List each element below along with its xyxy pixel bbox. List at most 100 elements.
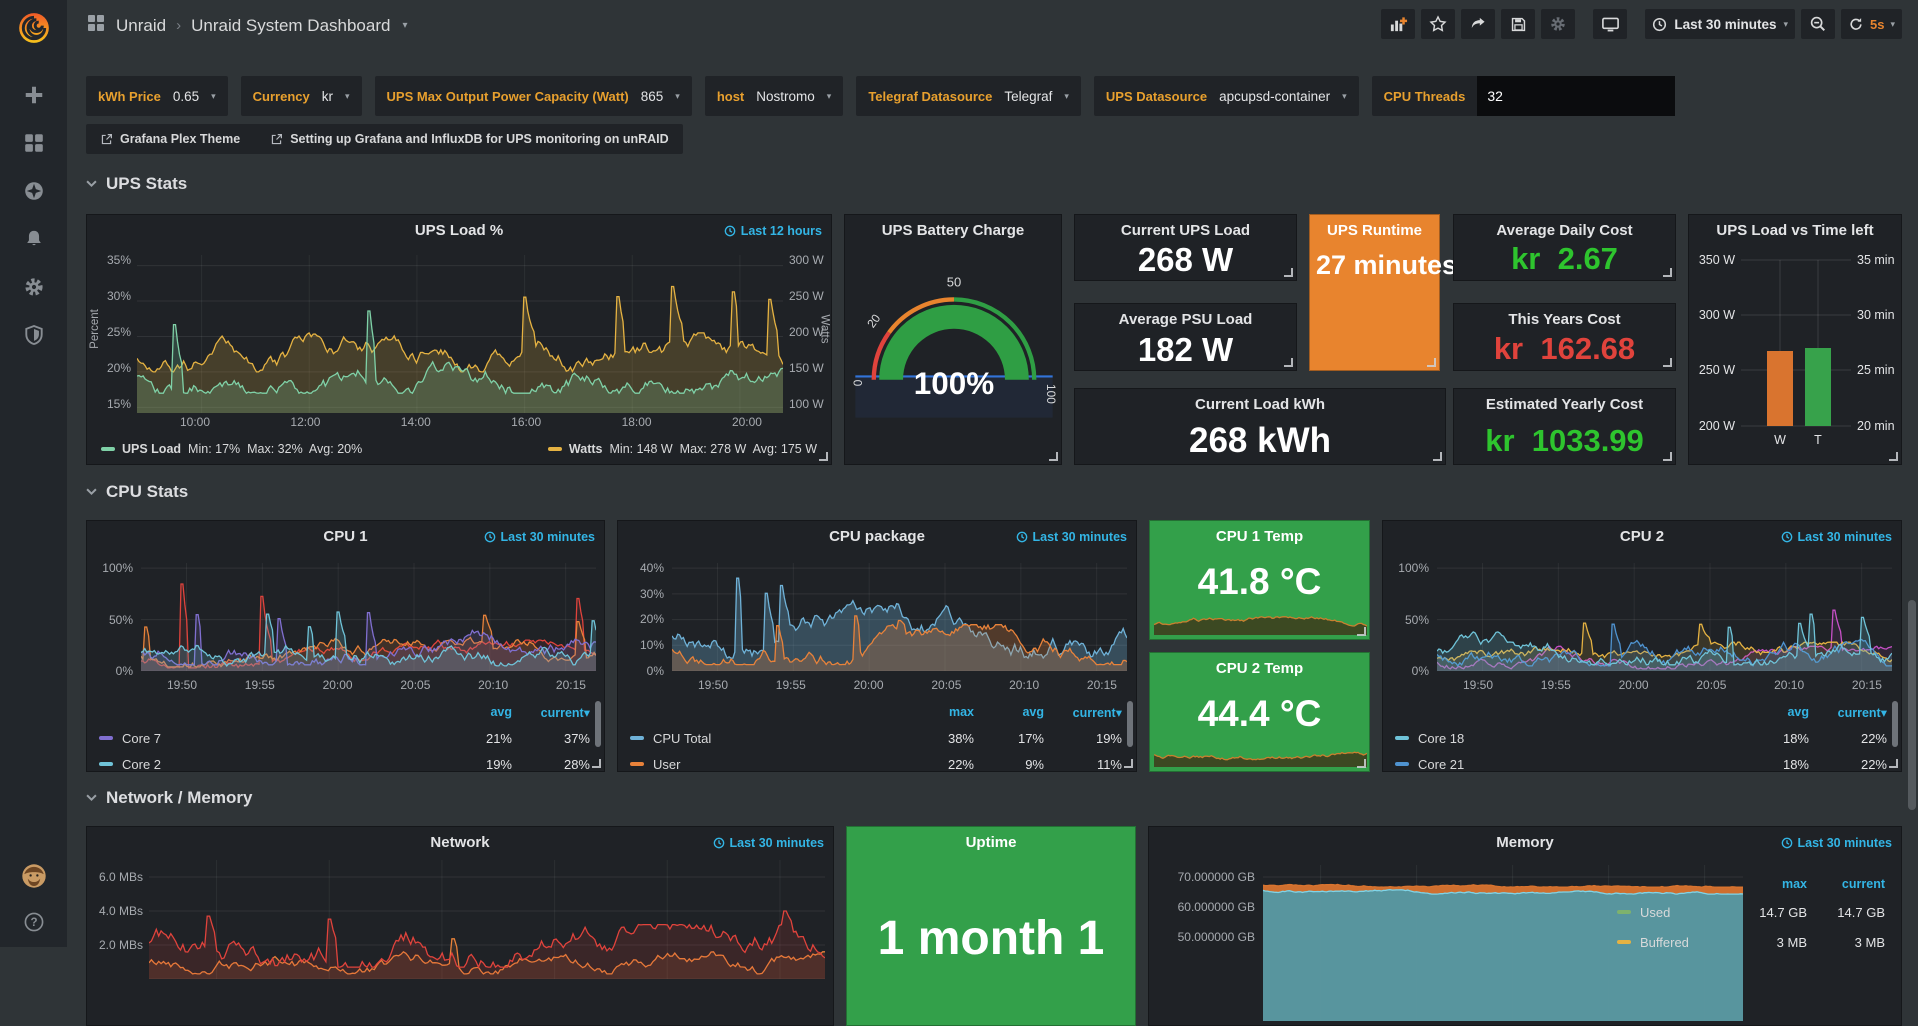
zoom-out-button[interactable] xyxy=(1801,9,1835,39)
breadcrumb-app[interactable]: Unraid xyxy=(116,15,167,35)
variable-value[interactable]: Nostromo xyxy=(756,88,815,104)
variable-value[interactable]: apcupsd-container xyxy=(1219,88,1331,104)
variable-ups-max-output[interactable]: UPS Max Output Power Capacity (Watt) 865… xyxy=(374,76,692,116)
cpu-threads-input[interactable] xyxy=(1477,76,1676,116)
user-avatar[interactable] xyxy=(21,863,47,889)
panel-resize-handle[interactable] xyxy=(1124,759,1133,768)
bar-watts[interactable] xyxy=(1767,351,1793,426)
variable-currency[interactable]: Currency kr ▾ xyxy=(240,76,362,116)
panel-resize-handle[interactable] xyxy=(819,452,828,461)
panel-title[interactable]: Network xyxy=(430,834,490,851)
panel-title[interactable]: UPS Battery Charge xyxy=(881,222,1025,239)
stat-title[interactable]: UPS Runtime xyxy=(1326,222,1422,239)
variable-value[interactable]: 865 xyxy=(640,88,664,104)
panel-time-range[interactable]: Last 30 minutes xyxy=(1016,530,1127,544)
stat-title[interactable]: Average PSU Load xyxy=(1118,311,1253,328)
stat-title[interactable]: Current Load kWh xyxy=(1195,396,1325,413)
legend-sort-current[interactable]: current xyxy=(1841,877,1885,891)
stat-title[interactable]: This Years Cost xyxy=(1508,311,1621,328)
legend-scrollbar[interactable] xyxy=(1892,701,1898,747)
cpu2-chart[interactable] xyxy=(1437,563,1892,671)
star-dashboard-button[interactable] xyxy=(1421,9,1456,39)
panel-title[interactable]: CPU 2 xyxy=(1619,528,1665,545)
stat-title[interactable]: Average Daily Cost xyxy=(1496,222,1633,239)
legend-sort-current[interactable]: current▾ xyxy=(1837,705,1887,720)
grafana-logo[interactable] xyxy=(0,0,67,56)
ups-load-chart[interactable] xyxy=(137,255,783,413)
variable-ups-datasource[interactable]: UPS Datasource apcupsd-container ▾ xyxy=(1093,76,1359,116)
link-ups-monitoring-guide[interactable]: Setting up Grafana and InfluxDB for UPS … xyxy=(270,132,669,146)
create-plus-icon[interactable] xyxy=(23,84,45,106)
stat-title[interactable]: Uptime xyxy=(965,834,1017,851)
dashboard-grid-icon[interactable] xyxy=(86,13,106,38)
stat-title[interactable]: CPU 1 Temp xyxy=(1215,528,1304,545)
panel-resize-handle[interactable] xyxy=(1889,452,1898,461)
legend-sort-avg[interactable]: avg xyxy=(1022,705,1044,719)
legend-series[interactable]: Buffered xyxy=(1617,935,1729,950)
panel-time-range[interactable]: Last 30 minutes xyxy=(1781,530,1892,544)
stat-title[interactable]: Estimated Yearly Cost xyxy=(1485,396,1644,413)
panel-resize-handle[interactable] xyxy=(1357,627,1366,636)
configuration-gear-icon[interactable] xyxy=(23,276,45,298)
share-dashboard-button[interactable] xyxy=(1461,9,1496,39)
legend-sort-current[interactable]: current▾ xyxy=(540,705,590,720)
variable-host[interactable]: host Nostromo ▾ xyxy=(704,76,844,116)
panel-time-range[interactable]: Last 30 minutes xyxy=(1781,836,1892,850)
explore-compass-icon[interactable] xyxy=(23,180,45,202)
legend-sort-avg[interactable]: avg xyxy=(490,705,512,719)
time-range-picker[interactable]: Last 30 minutes ▾ xyxy=(1645,9,1795,39)
refresh-picker[interactable]: 5s ▾ xyxy=(1841,9,1902,39)
panel-resize-handle[interactable] xyxy=(1663,358,1672,367)
panel-resize-handle[interactable] xyxy=(1663,452,1672,461)
chevron-down-icon[interactable]: ▾ xyxy=(402,20,408,31)
breadcrumb-page[interactable]: Unraid System Dashboard xyxy=(191,15,391,35)
legend-series[interactable]: Used xyxy=(1617,905,1729,920)
panel-title[interactable]: Memory xyxy=(1496,834,1554,851)
stat-title[interactable]: CPU 2 Temp xyxy=(1215,660,1304,677)
panel-resize-handle[interactable] xyxy=(1284,358,1293,367)
bar-time-left[interactable] xyxy=(1805,348,1831,426)
legend-series[interactable]: CPU Total xyxy=(630,731,904,746)
save-dashboard-button[interactable] xyxy=(1501,9,1536,39)
variable-kwh-price[interactable]: kWh Price 0.65 ▾ xyxy=(86,76,228,116)
panel-resize-handle[interactable] xyxy=(1284,268,1293,277)
cpu-package-chart[interactable] xyxy=(672,563,1127,671)
panel-resize-handle[interactable] xyxy=(1889,759,1898,768)
alerting-bell-icon[interactable] xyxy=(23,228,45,250)
panel-time-range[interactable]: Last 30 minutes xyxy=(713,836,824,850)
panel-resize-handle[interactable] xyxy=(1433,452,1442,461)
legend-ups-load[interactable]: UPS Load Min: 17% Max: 32% Avg: 20% xyxy=(101,442,362,456)
variable-value[interactable]: 0.65 xyxy=(172,88,200,104)
legend-sort-current[interactable]: current▾ xyxy=(1072,705,1122,720)
panel-title[interactable]: CPU package xyxy=(829,528,925,545)
panel-resize-handle[interactable] xyxy=(1049,452,1058,461)
legend-series[interactable]: Core 7 xyxy=(99,731,442,746)
help-icon[interactable]: ? xyxy=(23,911,45,933)
network-chart[interactable] xyxy=(149,860,825,979)
legend-series[interactable]: User xyxy=(630,757,904,772)
legend-series[interactable]: Core 18 xyxy=(1395,731,1739,746)
panel-resize-handle[interactable] xyxy=(592,759,601,768)
legend-series[interactable]: Core 2 xyxy=(99,757,442,772)
stat-title[interactable]: Current UPS Load xyxy=(1120,222,1251,239)
legend-series[interactable]: Core 21 xyxy=(1395,757,1739,772)
panel-time-range[interactable]: Last 30 minutes xyxy=(484,530,595,544)
panel-resize-handle[interactable] xyxy=(1663,268,1672,277)
panel-title[interactable]: UPS Load % xyxy=(414,222,504,239)
variable-value[interactable]: Telegraf xyxy=(1004,88,1053,104)
panel-time-range[interactable]: Last 12 hours xyxy=(724,224,822,238)
legend-scrollbar[interactable] xyxy=(1127,701,1133,747)
admin-shield-icon[interactable] xyxy=(23,324,45,346)
link-grafana-plex-theme[interactable]: Grafana Plex Theme xyxy=(100,132,240,146)
panel-resize-handle[interactable] xyxy=(1357,759,1366,768)
legend-sort-max[interactable]: max xyxy=(948,705,974,719)
panel-resize-handle[interactable] xyxy=(1427,358,1436,367)
legend-scrollbar[interactable] xyxy=(595,701,601,747)
dashboard-settings-button[interactable] xyxy=(1541,9,1576,39)
panel-title[interactable]: UPS Load vs Time left xyxy=(1716,222,1874,239)
variable-telegraf-datasource[interactable]: Telegraf Datasource Telegraf ▾ xyxy=(856,76,1081,116)
legend-sort-avg[interactable]: avg xyxy=(1787,705,1809,719)
cpu1-chart[interactable] xyxy=(141,563,596,671)
panel-title[interactable]: CPU 1 xyxy=(323,528,368,545)
legend-watts[interactable]: Watts Min: 148 W Max: 278 W Avg: 175 W xyxy=(547,442,817,456)
